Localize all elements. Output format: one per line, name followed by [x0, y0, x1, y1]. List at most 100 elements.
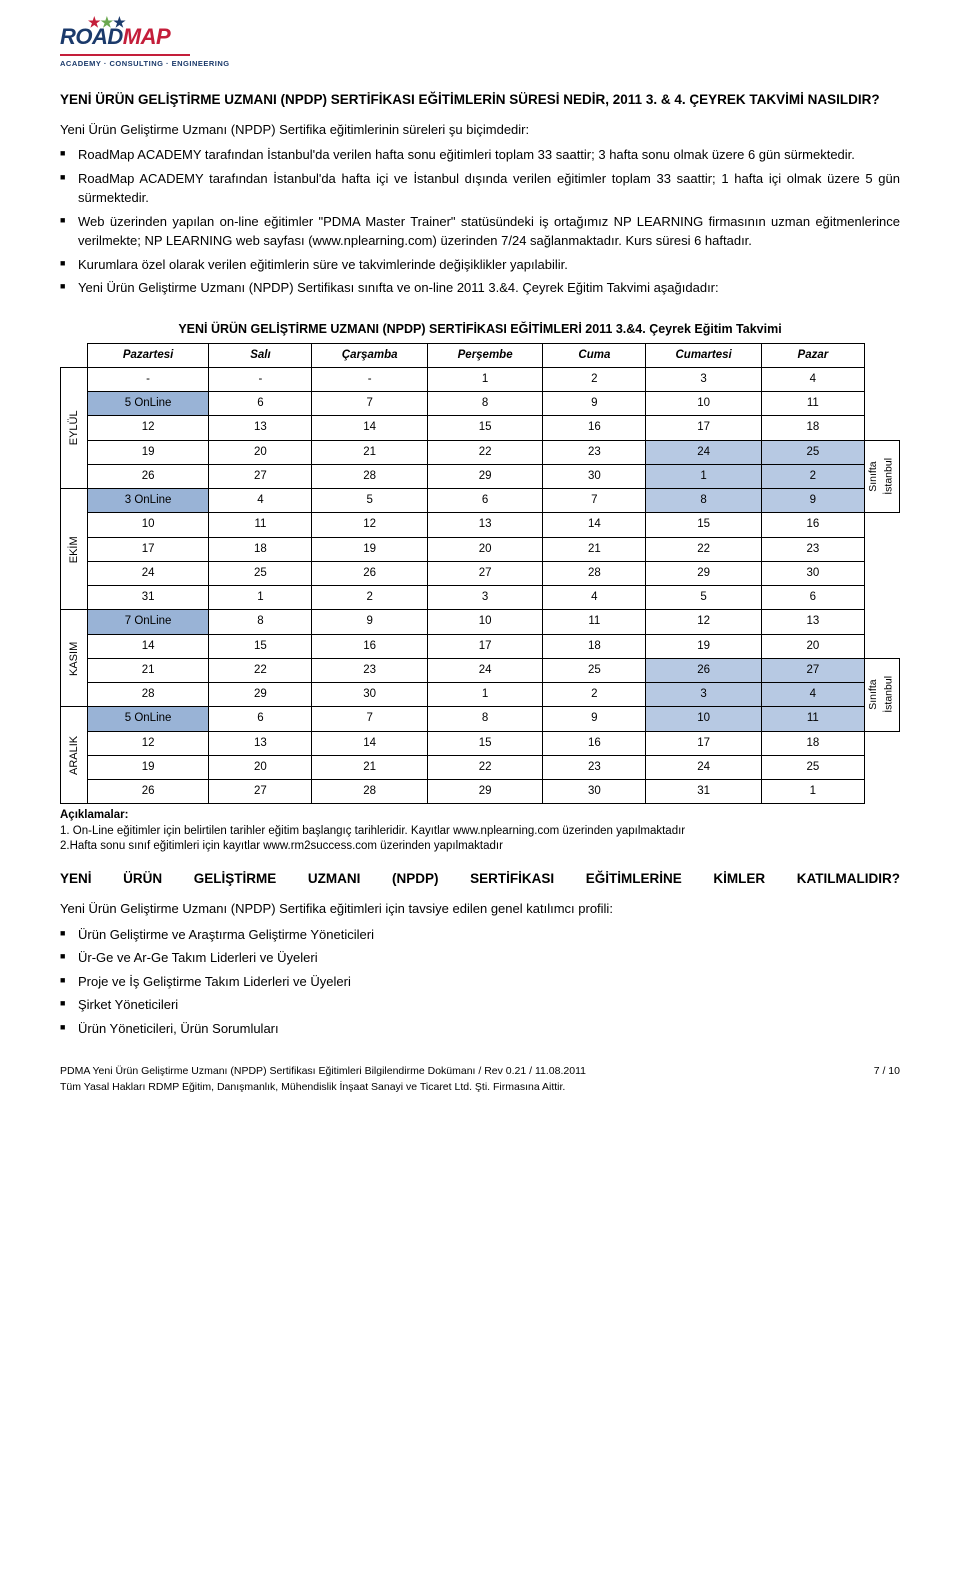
calendar-cell: 31 [646, 780, 761, 804]
side-label: Sınıftaİstanbul [864, 658, 899, 731]
calendar-cell: 22 [209, 658, 312, 682]
calendar-cell: 25 [761, 440, 864, 464]
calendar-cell: 3 [427, 586, 542, 610]
table-row: 12131415161718 [61, 731, 900, 755]
calendar-cell: 28 [312, 464, 427, 488]
calendar-cell: 11 [209, 513, 312, 537]
section1-bullets: RoadMap ACADEMY tarafından İstanbul'da v… [60, 145, 900, 298]
calendar-cell: 10 [427, 610, 542, 634]
calendar-cell: 21 [87, 658, 209, 682]
table-col-header: Çarşamba [312, 343, 427, 367]
page-footer: 7 / 10 PDMA Yeni Ürün Geliştirme Uzmanı … [60, 1064, 900, 1096]
list-item: Şirket Yöneticileri [60, 995, 900, 1015]
calendar-cell: 9 [761, 489, 864, 513]
section2-bullets: Ürün Geliştirme ve Araştırma Geliştirme … [60, 925, 900, 1039]
calendar-cell: 11 [761, 392, 864, 416]
calendar-cell: 13 [209, 731, 312, 755]
logo-underline [60, 54, 190, 56]
table-row: 10111213141516 [61, 513, 900, 537]
table-row: 19202122232425Sınıftaİstanbul [61, 440, 900, 464]
calendar-cell: 27 [427, 561, 542, 585]
table-row: 2829301234 [61, 683, 900, 707]
calendar-cell: 10 [87, 513, 209, 537]
calendar-cell: 6 [209, 392, 312, 416]
calendar-cell: 11 [761, 707, 864, 731]
calendar-cell: 2 [543, 683, 646, 707]
list-item: Web üzerinden yapılan on-line eğitimler … [60, 212, 900, 251]
calendar-cell: 17 [87, 537, 209, 561]
list-item: Proje ve İş Geliştirme Takım Liderleri v… [60, 972, 900, 992]
calendar-cell: 14 [543, 513, 646, 537]
calendar-cell: 18 [761, 731, 864, 755]
section2-title: YENİ ÜRÜN GELİŞTİRME UZMANI (NPDP) SERTİ… [60, 869, 900, 889]
table-col-header: Salı [209, 343, 312, 367]
month-label: EKİM [61, 489, 88, 610]
calendar-cell: 3 OnLine [87, 489, 209, 513]
calendar-cell: 26 [646, 658, 761, 682]
calendar-cell: 4 [543, 586, 646, 610]
table-row: KASIM7 OnLine8910111213 [61, 610, 900, 634]
table-row: 21222324252627Sınıftaİstanbul [61, 658, 900, 682]
logo-stars-icon: ★★★ [88, 12, 126, 33]
calendar-cell: 26 [87, 780, 209, 804]
calendar-cell: 30 [761, 561, 864, 585]
calendar-cell: 22 [427, 440, 542, 464]
table-row: 31123456 [61, 586, 900, 610]
list-item: Ürün Geliştirme ve Araştırma Geliştirme … [60, 925, 900, 945]
calendar-cell: 2 [312, 586, 427, 610]
calendar-cell: 5 [312, 489, 427, 513]
calendar-cell: 8 [209, 610, 312, 634]
calendar-cell: 27 [209, 464, 312, 488]
list-item: Yeni Ürün Geliştirme Uzmanı (NPDP) Serti… [60, 278, 900, 298]
table-col-header: Perşembe [427, 343, 542, 367]
calendar-cell: 1 [427, 367, 542, 391]
table-col-header: Cuma [543, 343, 646, 367]
side-label: Sınıftaİstanbul [864, 440, 899, 513]
calendar-table: PazartesiSalıÇarşambaPerşembeCumaCumarte… [60, 343, 900, 805]
calendar-cell: 3 [646, 367, 761, 391]
logo-block: ★★★ ROADMAP ACADEMY · CONSULTING · ENGIN… [60, 20, 900, 72]
calendar-cell: 11 [543, 610, 646, 634]
calendar-cell: 24 [646, 755, 761, 779]
month-label: KASIM [61, 610, 88, 707]
calendar-cell: 16 [312, 634, 427, 658]
table-row: 24252627282930 [61, 561, 900, 585]
calendar-cell: 5 OnLine [87, 707, 209, 731]
calendar-cell: 27 [209, 780, 312, 804]
calendar-cell: - [312, 367, 427, 391]
notes-title: Açıklamalar: [60, 809, 128, 821]
notes-line: 1. On-Line eğitimler için belirtilen tar… [60, 825, 685, 837]
calendar-cell: 15 [209, 634, 312, 658]
calendar-cell: 25 [761, 755, 864, 779]
calendar-cell: 19 [646, 634, 761, 658]
calendar-cell: 1 [427, 683, 542, 707]
logo-brand-right: MAP [123, 24, 170, 49]
calendar-cell: 7 [312, 392, 427, 416]
section2-intro: Yeni Ürün Geliştirme Uzmanı (NPDP) Serti… [60, 899, 900, 919]
table-row: ARALIK5 OnLine67891011 [61, 707, 900, 731]
calendar-block: YENİ ÜRÜN GELİŞTİRME UZMANI (NPDP) SERTİ… [60, 320, 900, 855]
calendar-cell: 7 [312, 707, 427, 731]
list-item: Ürün Yöneticileri, Ürün Sorumluları [60, 1019, 900, 1039]
table-col-header: Pazartesi [87, 343, 209, 367]
calendar-cell: 23 [543, 755, 646, 779]
notes-line: 2.Hafta sonu sınıf eğitimleri için kayıt… [60, 840, 503, 852]
calendar-cell: 17 [427, 634, 542, 658]
calendar-cell: 18 [761, 416, 864, 440]
page-number: 7 / 10 [874, 1064, 900, 1080]
calendar-cell: 8 [427, 707, 542, 731]
calendar-cell: 15 [427, 416, 542, 440]
section1-intro: Yeni Ürün Geliştirme Uzmanı (NPDP) Serti… [60, 120, 900, 140]
table-row: 12131415161718 [61, 416, 900, 440]
calendar-cell: 14 [312, 731, 427, 755]
calendar-cell: 21 [312, 755, 427, 779]
calendar-cell: 26 [87, 464, 209, 488]
list-item: RoadMap ACADEMY tarafından İstanbul'da h… [60, 169, 900, 208]
calendar-cell: 29 [427, 780, 542, 804]
footer-line1: PDMA Yeni Ürün Geliştirme Uzmanı (NPDP) … [60, 1065, 586, 1077]
calendar-cell: 9 [543, 707, 646, 731]
list-item: Ür-Ge ve Ar-Ge Takım Liderleri ve Üyeler… [60, 948, 900, 968]
calendar-cell: 16 [543, 731, 646, 755]
calendar-cell: 4 [209, 489, 312, 513]
table-row: 19202122232425 [61, 755, 900, 779]
